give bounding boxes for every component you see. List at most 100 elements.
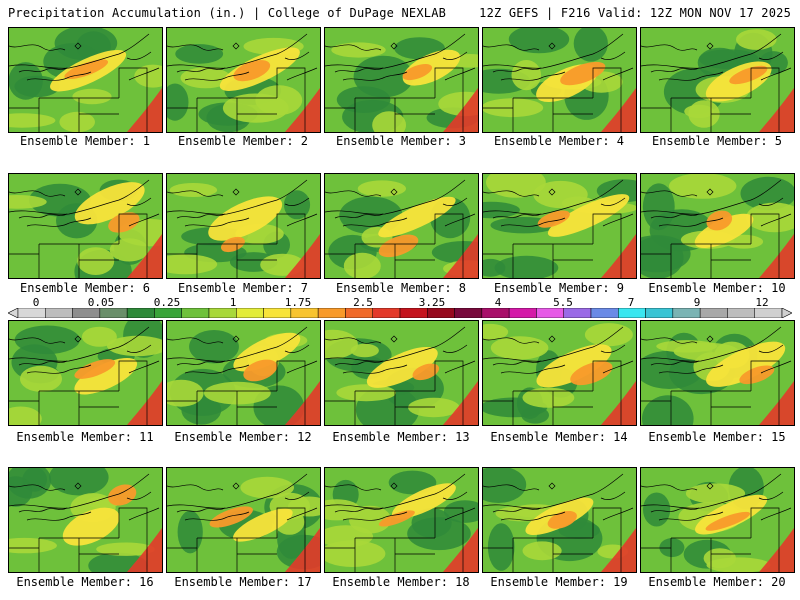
colorbar-swatch: [754, 308, 783, 318]
state-border: [325, 107, 435, 115]
ensemble-panel-9: [482, 173, 637, 279]
ensemble-panel-2: [166, 27, 321, 133]
state-border: [38, 213, 148, 278]
precip-contour-high: [694, 213, 754, 249]
border-line: [9, 33, 150, 69]
state-border: [38, 507, 148, 572]
precip-contour-high: [378, 196, 456, 238]
precip-map: [325, 468, 478, 572]
lake-shore: [9, 337, 66, 344]
precip-contour-heavy: [74, 359, 116, 379]
state-border: [483, 253, 593, 261]
lake-shore: [184, 71, 250, 81]
ensemble-member-label: Ensemble Member: 10: [648, 281, 786, 295]
colorbar-tick-label: 0: [32, 296, 40, 309]
border-line: [9, 473, 150, 509]
model-run-info: 12Z GEFS | F216 Valid: 12Z MON NOV 17 20…: [479, 6, 791, 20]
ensemble-panel-8: [324, 173, 479, 279]
precip-contour-mid: [736, 29, 777, 50]
state-border: [167, 107, 277, 115]
border-line: [325, 473, 466, 509]
state-border: [354, 67, 464, 132]
colorbar-swatch: [590, 308, 619, 318]
lake-shore: [492, 67, 542, 73]
lake-shore: [658, 364, 724, 374]
lake-outline: [706, 188, 714, 196]
colorbar-swatch: [99, 308, 128, 318]
ensemble-member-label: Ensemble Member: 8: [335, 281, 467, 295]
colorbar-swatch: [236, 308, 264, 318]
state-border: [167, 253, 277, 261]
lake-shore: [641, 337, 698, 344]
border-line: [9, 179, 150, 215]
precip-coastal-max: [443, 528, 478, 572]
precip-contour-heavy: [412, 363, 440, 381]
precip-contour-mid: [9, 537, 57, 554]
precip-contour-low: [49, 468, 109, 496]
colorbar-swatch: [17, 308, 46, 318]
precip-coastal-max: [285, 88, 320, 132]
precip-coastal-max: [759, 381, 794, 425]
colorbar-swatch: [345, 308, 373, 318]
lake-outline: [548, 482, 556, 490]
precip-map: [167, 468, 320, 572]
precip-contour-heavy: [570, 361, 613, 386]
precip-coastal-max: [127, 381, 162, 425]
lake-shore: [325, 484, 382, 491]
lake-outline: [74, 482, 82, 490]
precip-contour-low: [483, 468, 527, 503]
lake-outline: [706, 482, 714, 490]
coastline: [600, 491, 634, 521]
precip-map: [483, 321, 636, 425]
lake-shore: [167, 337, 224, 344]
precip-contour-mid: [688, 100, 720, 128]
precip-contour-mid: [240, 476, 294, 499]
lake-outline: [74, 335, 82, 343]
coastline: [126, 51, 160, 81]
coastline: [284, 51, 318, 81]
lake-shore: [167, 484, 224, 491]
precip-map: [641, 321, 794, 425]
precip-contour-low: [643, 492, 671, 527]
ensemble-member-label: Ensemble Member: 14: [490, 430, 628, 444]
precip-contour-mid: [584, 323, 633, 347]
precip-contour-heavy: [537, 210, 570, 228]
precip-contour-mid: [134, 64, 162, 88]
coastline: [758, 51, 792, 81]
lake-outline: [548, 42, 556, 50]
state-border: [641, 547, 751, 555]
precip-contour-high: [208, 196, 283, 241]
precip-coastal-max: [443, 234, 478, 278]
coastline: [600, 51, 634, 81]
precip-contour-high: [536, 344, 612, 388]
ensemble-member-label: Ensemble Member: 13: [332, 430, 470, 444]
lake-outline: [390, 42, 398, 50]
ensemble-panel-13: [324, 320, 479, 426]
lake-shore: [26, 71, 92, 81]
precip-map: [9, 468, 162, 572]
state-border: [483, 400, 593, 408]
border-line: [483, 326, 624, 362]
precip-contour-heavy: [402, 64, 433, 81]
state-border: [641, 253, 751, 261]
precip-contour-mid: [9, 195, 47, 209]
precip-coastal-max: [443, 381, 478, 425]
precip-contour-mid: [9, 113, 56, 128]
state-border: [325, 253, 435, 261]
border-line: [483, 179, 624, 215]
precip-contour-mid: [9, 406, 42, 425]
border-line: [641, 326, 782, 362]
precip-map: [9, 174, 162, 278]
precip-contour-low: [642, 395, 694, 425]
state-border: [9, 253, 119, 261]
colorbar-swatch: [536, 308, 564, 318]
ensemble-member-label: Ensemble Member: 11: [16, 430, 154, 444]
lake-outline: [74, 42, 82, 50]
colorbar-swatch: [699, 308, 728, 318]
precip-contour-heavy: [547, 510, 577, 529]
lake-shore: [483, 337, 540, 344]
ensemble-panel-17: [166, 467, 321, 573]
precip-contour-heavy: [739, 365, 775, 385]
coastline: [758, 344, 792, 374]
lake-shore: [176, 507, 226, 513]
